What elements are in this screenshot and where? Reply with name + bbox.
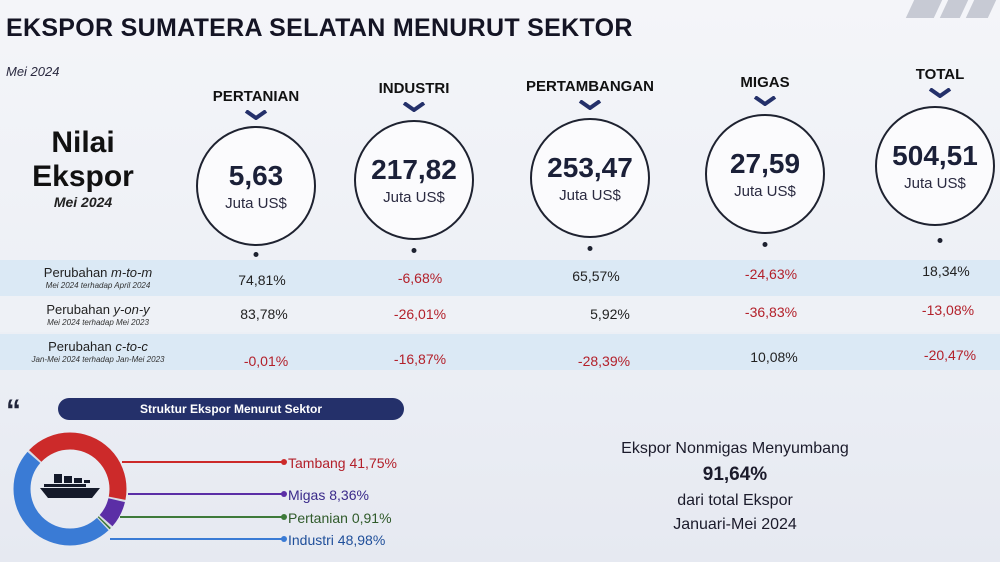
ctoc-total: -20,47% xyxy=(923,347,977,363)
change-note: Jan-Mei 2024 terhadap Jan-Mei 2023 xyxy=(31,355,165,364)
label-mtom: Perubahan m-to-m Mei 2024 terhadap April… xyxy=(8,265,188,290)
chevron-down-icon xyxy=(244,110,268,120)
mtom-pertambangan: 65,57% xyxy=(572,268,620,284)
value-circle-industri: 217,82 Juta US$ xyxy=(354,120,474,240)
label-line-2: Ekspor xyxy=(32,160,134,193)
value-industri: 217,82 xyxy=(371,153,457,185)
chevron-down-icon xyxy=(928,88,952,98)
legend-pertanian: Pertanian 0,91% xyxy=(288,510,392,526)
value-total: 504,51 xyxy=(892,139,978,171)
summary-line-4: Januari-Mei 2024 xyxy=(673,516,797,533)
value-pertambangan: 253,47 xyxy=(547,151,633,183)
row-mtom xyxy=(0,260,1000,296)
unit-pertanian: Juta US$ xyxy=(225,194,287,212)
donut-segment-tambang xyxy=(13,432,127,546)
legend-migas: Migas 8,36% xyxy=(288,487,369,503)
donut-segments xyxy=(13,432,127,546)
mtom-total: 18,34% xyxy=(922,263,970,279)
period-label: Mei 2024 xyxy=(6,64,60,79)
legend-connectors xyxy=(110,459,287,542)
export-value-label: Nilai Ekspor Mei 2024 xyxy=(28,126,138,210)
legend-industri: Industri 48,98% xyxy=(288,532,386,548)
value-circle-total: 504,51 Juta US$ xyxy=(875,106,995,226)
summary-percent: 91,64% xyxy=(702,464,768,485)
yony-pertanian: 83,78% xyxy=(240,306,288,322)
value-circle-pertanian: 5,63 Juta US$ xyxy=(196,126,316,246)
donut-segment-industri xyxy=(13,432,127,546)
unit-pertambangan: Juta US$ xyxy=(559,186,621,204)
legend-connector-dot xyxy=(281,514,287,520)
chevron-down-icon xyxy=(402,102,426,112)
value-circle-migas: 27,59 Juta US$ xyxy=(705,114,825,234)
label-line-1: Nilai xyxy=(51,126,115,159)
change-term: y-on-y xyxy=(113,302,150,317)
quote-icon: “ xyxy=(6,394,21,427)
decorative-stripes xyxy=(900,0,997,24)
yony-pertambangan: 5,92% xyxy=(590,306,630,322)
connector-dot xyxy=(762,242,768,247)
connector-dot xyxy=(411,248,417,253)
row-yony xyxy=(0,296,1000,332)
sector-head-pertambangan: PERTAMBANGAN xyxy=(525,78,655,95)
value-circle-pertambangan: 253,47 Juta US$ xyxy=(530,118,650,238)
ship-icon xyxy=(40,474,100,498)
ctoc-industri: -16,87% xyxy=(393,351,447,367)
structure-donut xyxy=(13,432,287,546)
mtom-industri: -6,68% xyxy=(397,270,443,286)
yony-industri: -26,01% xyxy=(393,306,447,322)
legend-connector-dot xyxy=(281,491,287,497)
change-note: Mei 2024 terhadap Mei 2023 xyxy=(47,318,149,327)
summary-line-1: Ekspor Nonmigas Menyumbang xyxy=(621,440,849,457)
label-ctoc: Perubahan c-to-c Jan-Mei 2024 terhadap J… xyxy=(8,339,188,364)
unit-total: Juta US$ xyxy=(904,174,966,192)
value-pertanian: 5,63 xyxy=(228,159,284,191)
change-note: Mei 2024 terhadap April 2024 xyxy=(45,281,151,290)
ctoc-pertanian: -0,01% xyxy=(243,353,289,369)
change-prefix: Perubahan xyxy=(46,302,114,317)
unit-industri: Juta US$ xyxy=(383,188,445,206)
nonmigas-summary: Ekspor Nonmigas Menyumbang 91,64% dari t… xyxy=(580,440,890,534)
chevron-down-icon xyxy=(578,100,602,110)
unit-migas: Juta US$ xyxy=(734,182,796,200)
change-prefix: Perubahan xyxy=(48,339,116,354)
mtom-migas: -24,63% xyxy=(744,266,798,282)
connector-dot xyxy=(253,252,259,257)
change-prefix: Perubahan xyxy=(43,265,112,280)
change-term: m-to-m xyxy=(111,265,153,280)
sector-head-total: TOTAL xyxy=(915,66,965,83)
sector-head-industri: INDUSTRI xyxy=(378,80,450,97)
sector-head-pertanian: PERTANIAN xyxy=(212,88,300,105)
legend-connector-dot xyxy=(281,536,287,542)
label-yony: Perubahan y-on-y Mei 2024 terhadap Mei 2… xyxy=(8,302,188,327)
page-title: EKSPOR SUMATERA SELATAN MENURUT SEKTOR xyxy=(6,14,633,42)
value-migas: 27,59 xyxy=(729,147,801,179)
ctoc-migas: 10,08% xyxy=(750,349,798,365)
yony-total: -13,08% xyxy=(921,302,975,318)
mtom-pertanian: 74,81% xyxy=(238,272,286,288)
ctoc-pertambangan: -28,39% xyxy=(577,353,631,369)
legend-tambang: Tambang 41,75% xyxy=(288,455,397,471)
connector-dot xyxy=(587,246,593,251)
change-term: c-to-c xyxy=(115,339,148,354)
label-line-3: Mei 2024 xyxy=(53,194,113,210)
legend-connector-dot xyxy=(281,459,287,465)
row-ctoc xyxy=(0,334,1000,370)
summary-line-3: dari total Ekspor xyxy=(677,492,793,509)
sector-head-migas: MIGAS xyxy=(740,74,790,91)
structure-title: Struktur Ekspor Menurut Sektor xyxy=(58,398,404,420)
yony-migas: -36,83% xyxy=(744,304,798,320)
chevron-down-icon xyxy=(753,96,777,106)
connector-dot xyxy=(937,238,943,243)
